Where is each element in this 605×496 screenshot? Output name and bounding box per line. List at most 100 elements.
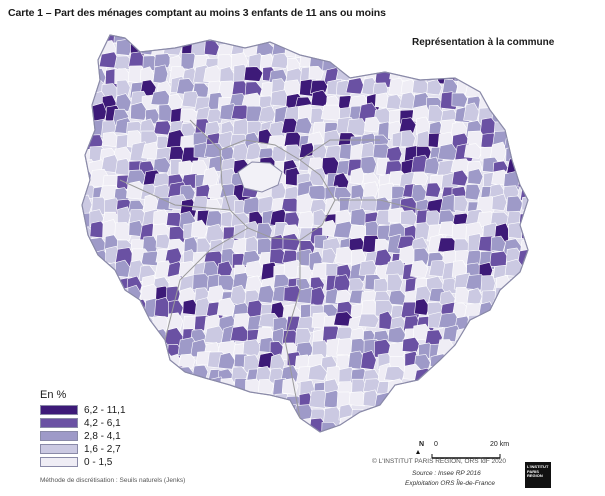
commune-shape: [362, 181, 379, 198]
commune-shape: [126, 315, 145, 333]
commune-shape: [532, 353, 551, 366]
commune-shape: [534, 249, 552, 267]
commune-shape: [490, 379, 507, 398]
commune-shape: [217, 352, 236, 370]
commune-shape: [465, 55, 485, 76]
scale-label-end: 20 km: [490, 441, 510, 448]
north-arrow-icon: N: [419, 441, 425, 448]
commune-shape: [517, 109, 528, 126]
commune-shape: [505, 314, 523, 334]
commune-shape: [391, 429, 408, 432]
commune-shape: [504, 51, 519, 71]
commune-shape: [322, 434, 338, 449]
commune-shape: [531, 419, 545, 437]
commune-shape: [335, 35, 353, 48]
commune-shape: [515, 367, 528, 383]
commune-shape: [82, 349, 94, 370]
commune-shape: [192, 380, 209, 399]
commune-shape: [116, 79, 131, 98]
commune-shape: [454, 65, 471, 84]
commune-shape: [479, 405, 496, 424]
commune-shape: [451, 433, 467, 448]
commune-shape: [126, 324, 144, 344]
commune-shape: [194, 435, 212, 451]
commune-shape: [255, 222, 273, 241]
commune-shape: [82, 117, 95, 136]
commune-shape: [375, 53, 391, 73]
commune-shape: [439, 368, 457, 384]
legend-item: 2,8 - 4,1: [40, 430, 126, 442]
commune-shape: [144, 392, 161, 410]
exploitation-text: Exploitation ORS Île-de-France: [405, 480, 495, 487]
commune-shape: [507, 341, 524, 359]
commune-shape: [349, 416, 370, 432]
commune-shape: [217, 389, 239, 409]
commune-shape: [164, 35, 184, 47]
commune-shape: [203, 419, 221, 432]
commune-shape: [476, 419, 496, 432]
commune-shape: [494, 79, 511, 99]
commune-shape: [508, 330, 528, 348]
commune-shape: [82, 39, 93, 57]
commune-shape: [128, 354, 147, 375]
commune-shape: [82, 262, 96, 279]
commune-shape: [426, 79, 443, 96]
commune-shape: [417, 54, 432, 73]
commune-shape: [307, 185, 328, 201]
commune-shape: [466, 287, 483, 305]
commune-shape: [501, 391, 521, 410]
commune-shape: [465, 70, 482, 87]
commune-shape: [532, 260, 546, 275]
commune-shape: [144, 365, 165, 384]
commune-shape: [482, 380, 500, 400]
commune-shape: [82, 194, 93, 216]
commune-shape: [272, 429, 290, 432]
commune-shape: [320, 104, 343, 121]
commune-shape: [153, 120, 172, 136]
commune-shape: [310, 431, 331, 432]
commune-shape: [402, 395, 422, 411]
commune-shape: [243, 66, 264, 82]
commune-shape: [398, 117, 417, 134]
commune-shape: [427, 55, 449, 74]
commune-shape: [493, 325, 513, 345]
commune-shape: [82, 339, 93, 359]
commune-shape: [128, 417, 149, 432]
commune-shape: [489, 141, 507, 162]
commune-shape: [90, 287, 105, 304]
commune-shape: [530, 211, 546, 230]
commune-shape: [357, 313, 380, 328]
commune-shape: [295, 328, 312, 347]
commune-shape: [493, 94, 514, 115]
commune-shape: [92, 271, 109, 291]
commune-shape: [441, 78, 459, 97]
commune-shape: [310, 286, 326, 307]
commune-shape: [320, 35, 337, 46]
commune-shape: [400, 381, 419, 398]
scale-bar: [416, 450, 501, 459]
commune-shape: [166, 392, 186, 410]
commune-shape: [530, 184, 550, 200]
commune-shape: [520, 95, 528, 113]
commune-shape: [517, 328, 528, 350]
commune-shape: [323, 38, 341, 56]
commune-shape: [529, 160, 546, 174]
method-note: Méthode de discrétisation : Seuils natur…: [40, 477, 186, 484]
commune-shape: [362, 43, 377, 60]
commune-shape: [376, 405, 394, 421]
commune-shape: [155, 233, 171, 250]
commune-shape: [516, 402, 528, 422]
commune-shape: [425, 182, 441, 198]
commune-shape: [506, 82, 524, 100]
commune-shape: [373, 40, 390, 59]
institut-logo: L'INSTITUT PARIS REGION: [525, 462, 551, 488]
commune-shape: [504, 403, 522, 424]
commune-shape: [153, 157, 171, 174]
commune-shape: [234, 391, 249, 410]
commune-shape: [117, 206, 131, 226]
commune-shape: [417, 418, 433, 432]
commune-shape: [364, 408, 382, 424]
commune-shape: [233, 433, 252, 451]
commune-shape: [294, 116, 313, 135]
commune-shape: [234, 415, 251, 432]
